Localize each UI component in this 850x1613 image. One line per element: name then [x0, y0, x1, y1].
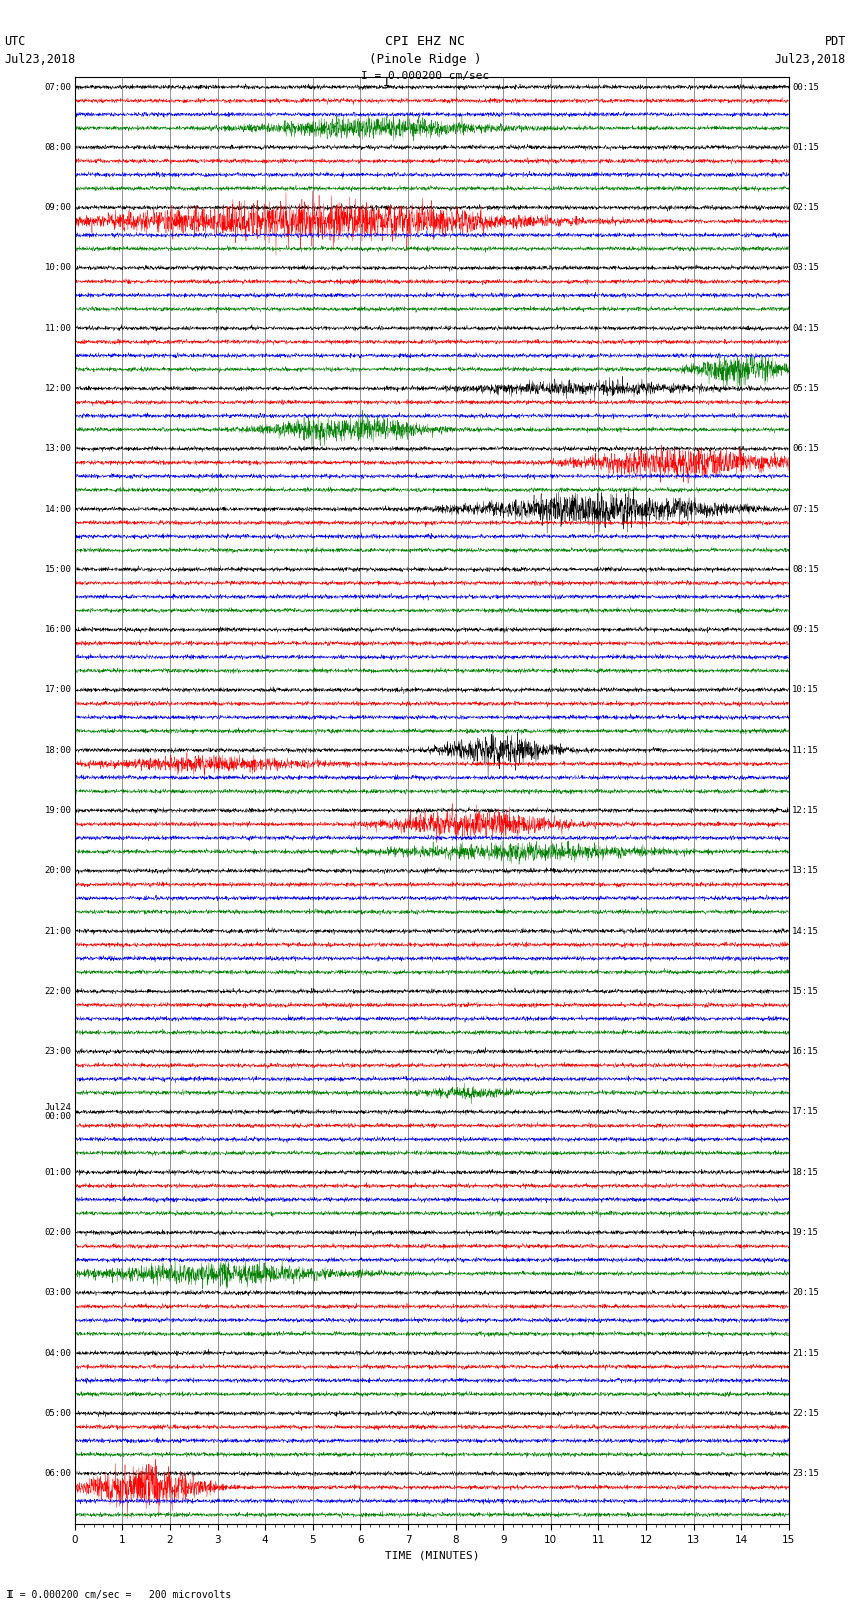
Text: 22:00: 22:00: [44, 987, 71, 995]
Text: I = 0.000200 cm/sec: I = 0.000200 cm/sec: [361, 71, 489, 81]
Text: 04:00: 04:00: [44, 1348, 71, 1358]
Text: 19:15: 19:15: [792, 1227, 819, 1237]
Text: 11:15: 11:15: [792, 745, 819, 755]
Text: 19:00: 19:00: [44, 806, 71, 815]
Text: I: I: [6, 1590, 13, 1600]
Text: 07:00: 07:00: [44, 82, 71, 92]
Text: 12:00: 12:00: [44, 384, 71, 394]
Text: 02:15: 02:15: [792, 203, 819, 211]
Text: Jul24: Jul24: [44, 1103, 71, 1111]
Text: (Pinole Ridge ): (Pinole Ridge ): [369, 53, 481, 66]
Text: 21:00: 21:00: [44, 926, 71, 936]
Text: 23:00: 23:00: [44, 1047, 71, 1057]
Text: 17:00: 17:00: [44, 686, 71, 694]
Text: 02:00: 02:00: [44, 1227, 71, 1237]
Text: 20:15: 20:15: [792, 1289, 819, 1297]
Text: 07:15: 07:15: [792, 505, 819, 513]
Text: 10:15: 10:15: [792, 686, 819, 694]
Text: 05:00: 05:00: [44, 1408, 71, 1418]
Text: 16:15: 16:15: [792, 1047, 819, 1057]
Text: 16:00: 16:00: [44, 626, 71, 634]
Text: 05:15: 05:15: [792, 384, 819, 394]
Text: 17:15: 17:15: [792, 1108, 819, 1116]
Text: 09:00: 09:00: [44, 203, 71, 211]
Text: 00:15: 00:15: [792, 82, 819, 92]
Text: 15:15: 15:15: [792, 987, 819, 995]
Text: I: I: [383, 76, 390, 89]
Text: Jul23,2018: Jul23,2018: [774, 53, 846, 66]
Text: 15:00: 15:00: [44, 565, 71, 574]
Text: 04:15: 04:15: [792, 324, 819, 332]
Text: PDT: PDT: [824, 35, 846, 48]
Text: 06:15: 06:15: [792, 444, 819, 453]
Text: 14:00: 14:00: [44, 505, 71, 513]
Text: 18:15: 18:15: [792, 1168, 819, 1176]
Text: 18:00: 18:00: [44, 745, 71, 755]
Text: 13:00: 13:00: [44, 444, 71, 453]
Text: 01:15: 01:15: [792, 144, 819, 152]
Text: 08:00: 08:00: [44, 144, 71, 152]
Text: 03:00: 03:00: [44, 1289, 71, 1297]
Text: 10:00: 10:00: [44, 263, 71, 273]
Text: 08:15: 08:15: [792, 565, 819, 574]
Text: 12:15: 12:15: [792, 806, 819, 815]
Text: 09:15: 09:15: [792, 626, 819, 634]
Text: Jul23,2018: Jul23,2018: [4, 53, 76, 66]
Text: 03:15: 03:15: [792, 263, 819, 273]
Text: I = 0.000200 cm/sec =   200 microvolts: I = 0.000200 cm/sec = 200 microvolts: [8, 1590, 232, 1600]
X-axis label: TIME (MINUTES): TIME (MINUTES): [384, 1550, 479, 1560]
Text: 01:00: 01:00: [44, 1168, 71, 1176]
Text: 06:00: 06:00: [44, 1469, 71, 1478]
Text: 11:00: 11:00: [44, 324, 71, 332]
Text: 23:15: 23:15: [792, 1469, 819, 1478]
Text: 21:15: 21:15: [792, 1348, 819, 1358]
Text: 14:15: 14:15: [792, 926, 819, 936]
Text: 22:15: 22:15: [792, 1408, 819, 1418]
Text: CPI EHZ NC: CPI EHZ NC: [385, 35, 465, 48]
Text: 00:00: 00:00: [44, 1113, 71, 1121]
Text: UTC: UTC: [4, 35, 26, 48]
Text: 20:00: 20:00: [44, 866, 71, 876]
Text: 13:15: 13:15: [792, 866, 819, 876]
